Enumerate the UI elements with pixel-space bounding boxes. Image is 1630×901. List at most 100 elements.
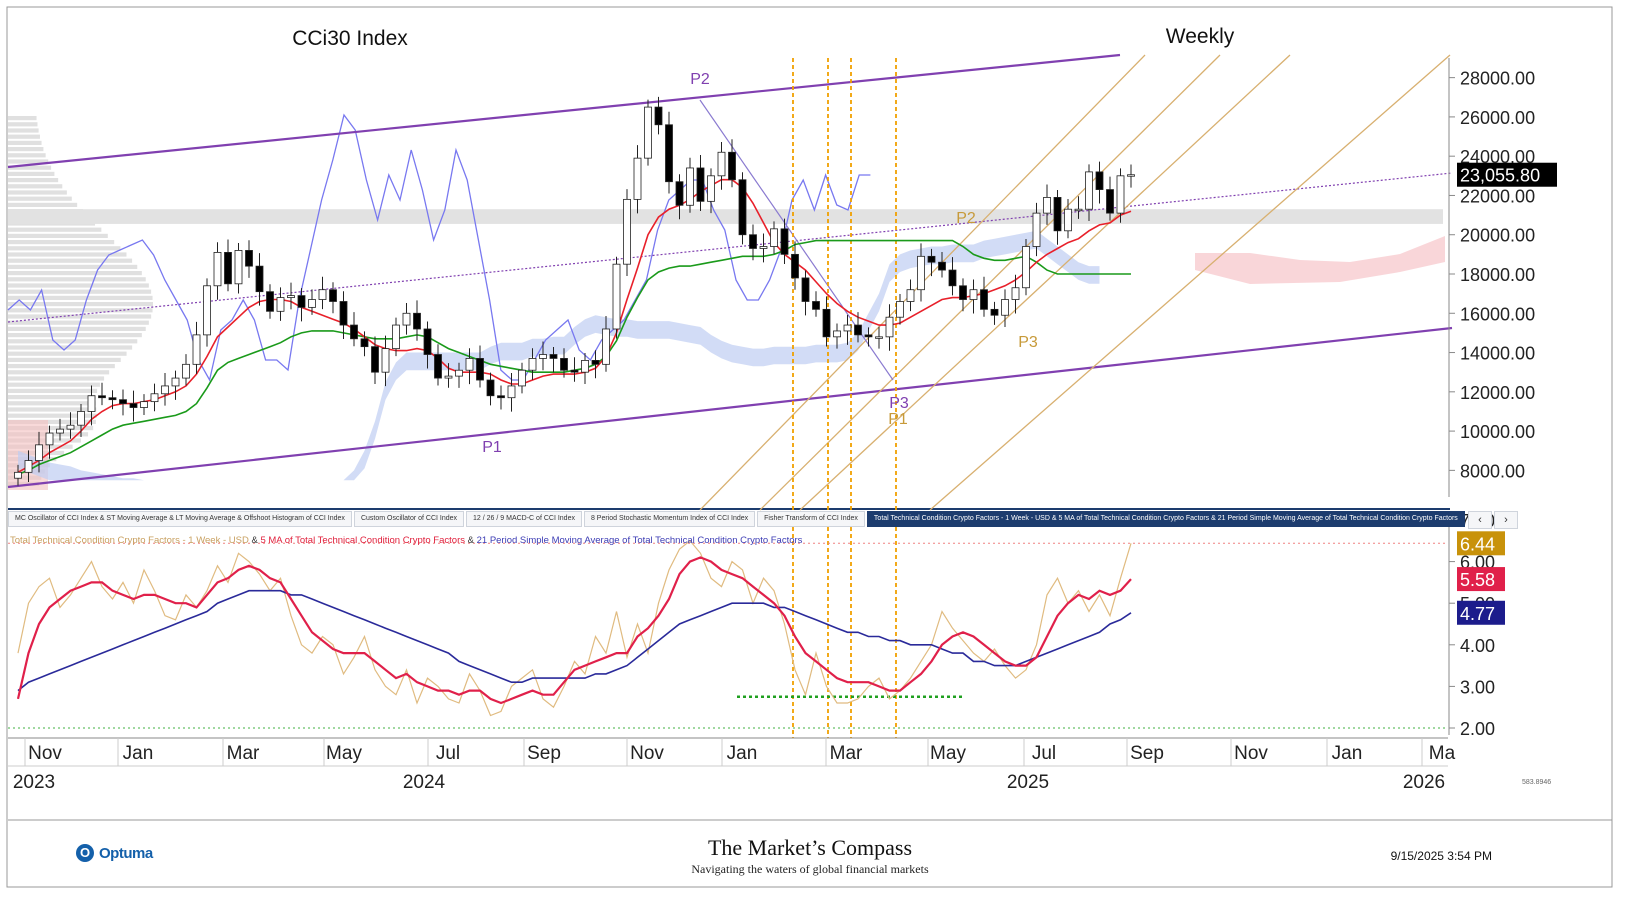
tab-custom-oscillator[interactable]: Custom Oscillator of CCI Index bbox=[353, 511, 465, 527]
candle-body bbox=[203, 285, 211, 336]
volume-profile-bar bbox=[8, 395, 96, 400]
candle-body bbox=[644, 106, 652, 159]
volume-profile-bar bbox=[8, 165, 52, 170]
price-tick-label: 18000.00 bbox=[1460, 265, 1535, 285]
candle-body bbox=[24, 460, 33, 473]
month-label: Jan bbox=[727, 743, 758, 764]
volume-profile-bar bbox=[8, 184, 63, 189]
candle-body bbox=[633, 157, 642, 200]
brand-title: The Market’s Compass bbox=[707, 835, 913, 860]
volume-profile-bar bbox=[8, 147, 44, 152]
candle-body bbox=[507, 385, 516, 399]
tab-next-button[interactable]: › bbox=[1494, 511, 1518, 529]
month-label: Nov bbox=[630, 743, 664, 764]
price-tick-label: 22000.00 bbox=[1460, 186, 1535, 206]
channel-upper-line bbox=[7, 53, 1121, 169]
ma5-value-badge bbox=[1457, 567, 1505, 592]
volume-profile-bar bbox=[8, 283, 149, 288]
year-label: 2024 bbox=[403, 772, 446, 793]
brand-block: The Market’s Compass Navigating the wate… bbox=[8, 835, 1612, 877]
candle-body bbox=[413, 312, 421, 330]
volume-profile-bar bbox=[8, 382, 100, 387]
candle-body bbox=[1032, 212, 1041, 247]
candle-body bbox=[654, 106, 663, 126]
tab-total-technical-condition[interactable]: Total Technical Condition Crypto Factors… bbox=[866, 511, 1465, 527]
candle-body bbox=[623, 198, 631, 265]
candle-body bbox=[350, 324, 358, 340]
month-label: Jul bbox=[436, 743, 460, 764]
candle-body bbox=[1095, 171, 1104, 190]
candle-body bbox=[287, 295, 295, 298]
volume-profile-bar bbox=[8, 388, 98, 393]
volume-profile-bar bbox=[8, 202, 78, 207]
volume-profile-bar bbox=[8, 426, 94, 431]
candle-body bbox=[864, 334, 873, 338]
candle-body bbox=[140, 401, 148, 408]
tab-nav: ‹ › bbox=[1468, 511, 1518, 529]
candle-body bbox=[843, 324, 852, 332]
candle-body bbox=[161, 385, 169, 395]
volume-profile-bar bbox=[8, 314, 152, 319]
candle-body bbox=[87, 395, 96, 412]
month-label: Mar bbox=[227, 743, 260, 764]
candle-body bbox=[801, 277, 810, 302]
volume-profile-bar bbox=[8, 116, 37, 121]
volume-profile-bar bbox=[8, 407, 97, 412]
candle-body bbox=[14, 471, 22, 479]
tab-stochastic[interactable]: 8 Period Stochastic Momentum Index of CC… bbox=[583, 511, 756, 527]
chart-code: 583.8946 bbox=[1522, 779, 1552, 786]
year-label: 2025 bbox=[1007, 772, 1049, 793]
candle-body bbox=[77, 411, 85, 426]
candle-body bbox=[759, 246, 768, 249]
candle-body bbox=[770, 228, 778, 247]
pivot-label: P2 bbox=[956, 210, 976, 227]
price-tick-label: 16000.00 bbox=[1460, 304, 1535, 324]
tab-mc-oscillator[interactable]: MC Oscillator of CCI Index & ST Moving A… bbox=[8, 511, 352, 527]
tab-macd[interactable]: 12 / 26 / 9 MACD-C of CCI Index bbox=[466, 511, 582, 527]
tab-prev-button[interactable]: ‹ bbox=[1468, 511, 1492, 529]
month-label: May bbox=[326, 743, 362, 764]
candle-body bbox=[360, 338, 369, 348]
candle-body bbox=[539, 354, 547, 359]
price-tick-label: 20000.00 bbox=[1460, 226, 1535, 246]
candle-body bbox=[1085, 171, 1093, 210]
ma21-value-badge-text: 4.77 bbox=[1460, 604, 1495, 624]
indicator-tick-label: 2.00 bbox=[1460, 719, 1495, 739]
volume-profile-bar bbox=[8, 401, 96, 406]
candle-body bbox=[591, 359, 600, 365]
ichimoku-cloud-future bbox=[1195, 236, 1445, 284]
candle-body bbox=[98, 395, 106, 399]
volume-profile-bar bbox=[8, 345, 133, 350]
ma21-line bbox=[17, 589, 1132, 692]
candle-body bbox=[1001, 299, 1009, 316]
candle-body bbox=[549, 354, 558, 359]
volume-profile-bar bbox=[8, 171, 55, 176]
volume-profile bbox=[8, 116, 153, 490]
month-label: Ma bbox=[1429, 743, 1456, 764]
price-tick-label: 10000.00 bbox=[1460, 422, 1535, 442]
cci-line bbox=[7, 113, 871, 382]
volume-profile-bar bbox=[8, 159, 49, 164]
candle-body bbox=[717, 151, 726, 177]
month-label: Nov bbox=[1234, 743, 1268, 764]
candle-body bbox=[896, 301, 904, 318]
optuma-logo[interactable]: O Optuma bbox=[76, 844, 153, 862]
volume-profile-bar bbox=[8, 413, 97, 418]
footer: O Optuma The Market’s Compass Navigating… bbox=[8, 827, 1612, 887]
candle-body bbox=[434, 354, 442, 379]
candle-body bbox=[182, 363, 190, 379]
tab-fisher[interactable]: Fisher Transform of CCI Index bbox=[757, 511, 865, 527]
candle-body bbox=[119, 399, 127, 405]
volume-profile-bar bbox=[8, 252, 127, 257]
channel-lower-line bbox=[7, 326, 1453, 489]
candle-body bbox=[66, 424, 75, 430]
volume-profile-bar bbox=[8, 302, 153, 307]
candle-body bbox=[108, 397, 117, 401]
candle-body bbox=[329, 289, 337, 302]
volume-profile-bar bbox=[8, 364, 115, 369]
indicator-legend: Total Technical Condition Crypto Factors… bbox=[10, 535, 803, 546]
pivot-label: P3 bbox=[889, 395, 909, 412]
candle-body bbox=[318, 289, 327, 300]
